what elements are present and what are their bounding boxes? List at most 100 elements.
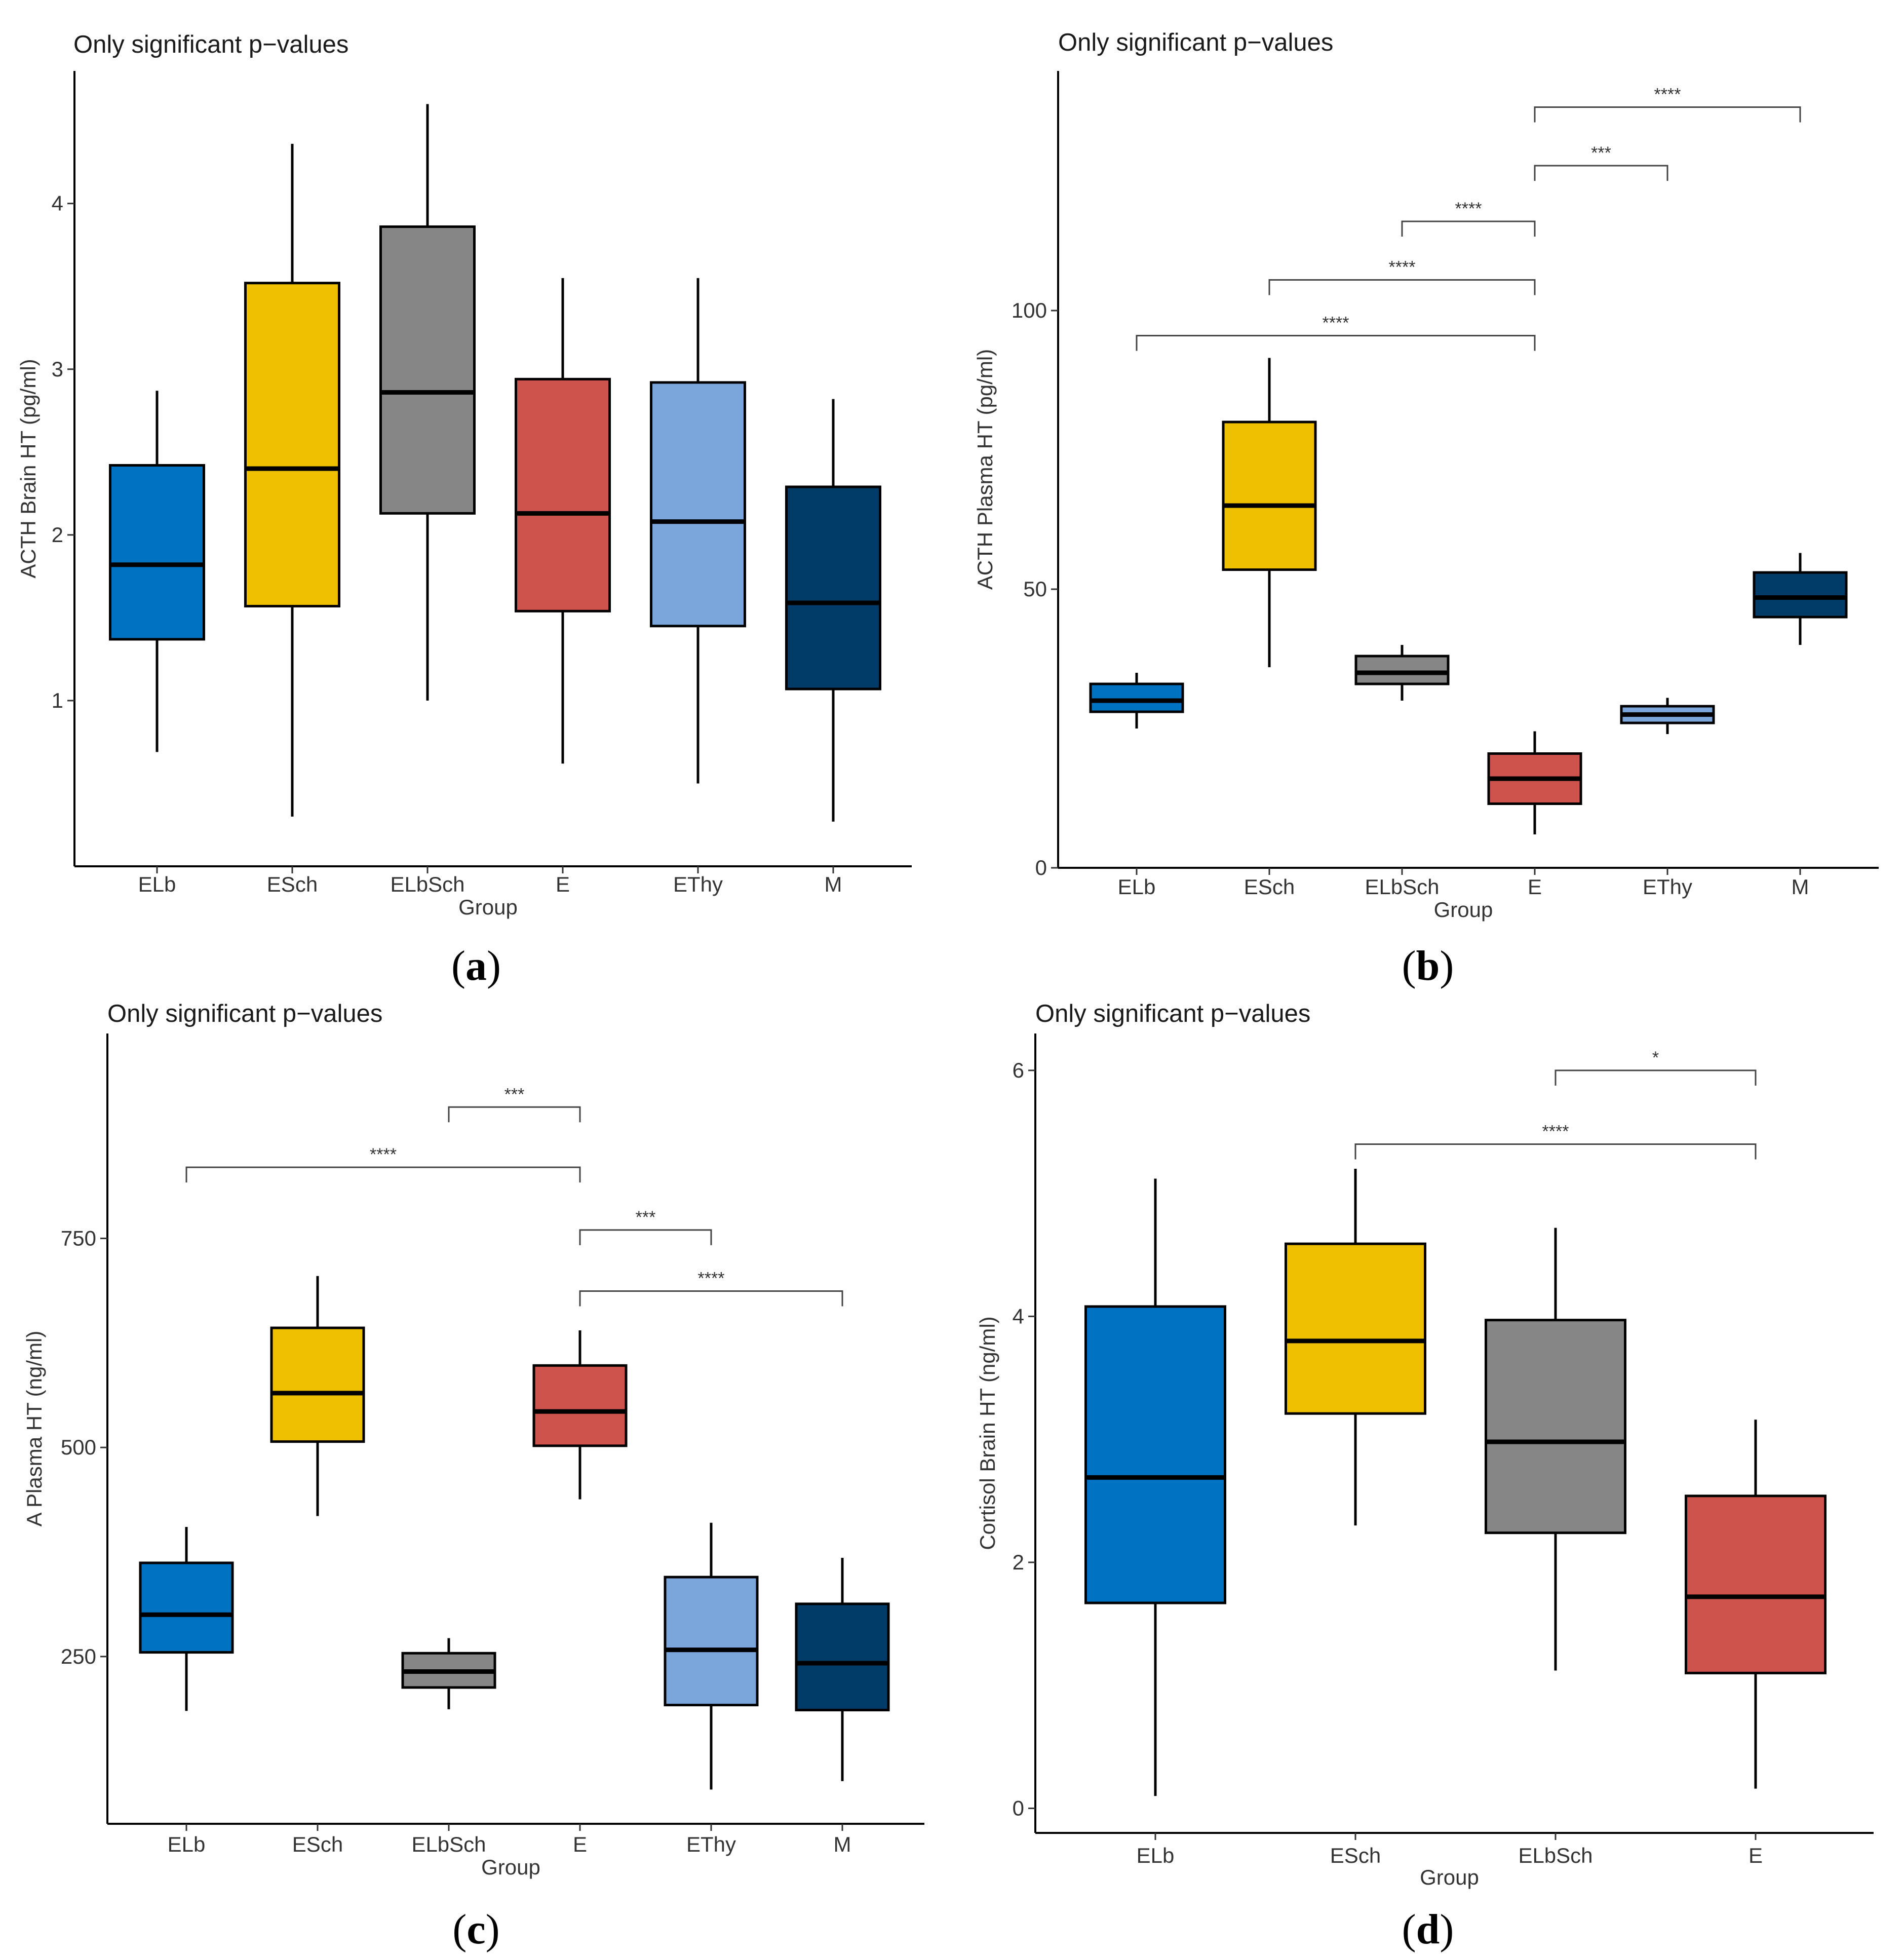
significance-bracket xyxy=(579,1229,712,1245)
significance-label: **** xyxy=(1389,258,1416,277)
box-ELb xyxy=(1089,682,1184,713)
x-tick-label: ELb xyxy=(1118,875,1156,899)
boxplot-b: Only significant p−values 0 50 100 ACTH Plas… xyxy=(973,29,1879,922)
y-axis-label: ACTH Brain HT (pg/ml) xyxy=(16,359,40,578)
y-tick-label: 0 xyxy=(1013,1796,1024,1820)
boxplot-c: Only significant p−values 250 500 750 A Plas… xyxy=(22,1000,924,1879)
y-tick-label: 2 xyxy=(1013,1550,1024,1574)
significance-label: *** xyxy=(636,1208,656,1227)
y-axis-label: ACTH Plasma HT (pg/ml) xyxy=(973,349,997,590)
significance-bracket xyxy=(1136,335,1536,351)
x-axis-label: Group xyxy=(1420,1865,1479,1889)
x-tick-label: ELbSch xyxy=(390,872,464,896)
x-tick-label: E xyxy=(573,1832,587,1856)
box-ESch xyxy=(1285,1242,1426,1415)
caption-c: (c) xyxy=(452,1906,500,1953)
significance-label: **** xyxy=(1542,1122,1569,1141)
x-tick-label: ELbSch xyxy=(411,1832,486,1856)
significance-bracket xyxy=(1268,279,1536,295)
significance-label: **** xyxy=(1455,199,1482,218)
box-EThy xyxy=(650,381,746,628)
significance-label: *** xyxy=(1591,143,1611,163)
y-tick-label: 100 xyxy=(1012,298,1047,322)
significance-bracket xyxy=(1401,220,1536,237)
y-tick-label: 4 xyxy=(1013,1304,1024,1328)
box-M xyxy=(1753,571,1848,619)
x-tick-label: EThy xyxy=(686,1832,736,1856)
x-tick-label: EThy xyxy=(1643,875,1692,899)
x-tick-label: ESch xyxy=(267,872,318,896)
box-ELb xyxy=(109,464,205,641)
y-tick-label: 500 xyxy=(61,1435,96,1459)
significance-bracket xyxy=(1354,1143,1757,1160)
x-tick-label: ELbSch xyxy=(1365,875,1439,899)
box-ELbSch xyxy=(379,225,476,515)
x-tick-label: ESch xyxy=(1330,1844,1381,1867)
significance-label: **** xyxy=(1323,314,1349,333)
box-ESch xyxy=(244,282,340,607)
x-tick-label: EThy xyxy=(673,872,723,896)
box-ESch xyxy=(1222,420,1317,571)
y-axis-label: Cortisol Brain HT (ng/ml) xyxy=(976,1316,999,1550)
box-E xyxy=(515,377,611,612)
box-ELb xyxy=(1084,1305,1226,1604)
caption-a: (a) xyxy=(451,942,501,989)
chart-title: Only significant p−values xyxy=(1035,1000,1310,1027)
y-tick-label: 1 xyxy=(52,688,63,712)
chart-title: Only significant p−values xyxy=(73,31,348,58)
significance-bracket xyxy=(1534,165,1668,181)
x-tick-label: ESch xyxy=(292,1832,343,1856)
y-tick-label: 3 xyxy=(52,357,63,381)
x-tick-label: M xyxy=(1792,875,1809,899)
x-tick-label: ELb xyxy=(138,872,176,896)
panel-a: Only significant p−values 1 2 3 4 ACTH Brain … xyxy=(0,0,952,989)
x-tick-label: ELb xyxy=(168,1832,206,1856)
x-axis-label: Group xyxy=(458,895,518,919)
y-tick-label: 750 xyxy=(61,1226,96,1250)
significance-bracket xyxy=(185,1166,581,1183)
caption-d: (d) xyxy=(1402,1906,1454,1953)
box-ELbSch xyxy=(1354,655,1450,685)
y-tick-label: 6 xyxy=(1013,1058,1024,1082)
x-tick-label: ELb xyxy=(1137,1844,1175,1867)
box-ELb xyxy=(139,1561,234,1654)
x-tick-label: ELbSch xyxy=(1518,1844,1592,1867)
significance-label: *** xyxy=(504,1085,525,1104)
x-tick-label: E xyxy=(1528,875,1542,899)
y-tick-label: 250 xyxy=(61,1644,96,1668)
significance-label: **** xyxy=(698,1269,725,1288)
y-tick-label: 0 xyxy=(1035,856,1047,879)
significance-bracket xyxy=(579,1290,843,1307)
significance-bracket xyxy=(1555,1069,1757,1086)
box-E xyxy=(1685,1495,1827,1674)
box-M xyxy=(795,1602,890,1711)
x-axis-label: Group xyxy=(481,1855,540,1879)
chart-title: Only significant p−values xyxy=(107,1000,382,1027)
significance-label: **** xyxy=(370,1145,397,1164)
y-axis-label: A Plasma HT (ng/ml) xyxy=(22,1331,46,1527)
y-tick-label: 50 xyxy=(1023,577,1047,601)
y-tick-label: 2 xyxy=(52,523,63,547)
box-E xyxy=(532,1364,628,1447)
y-tick-label: 4 xyxy=(52,191,63,215)
boxplot-a: Only significant p−values 1 2 3 4 ACTH Brain … xyxy=(16,31,912,919)
x-tick-label: E xyxy=(1748,1844,1763,1867)
chart-title: Only significant p−values xyxy=(1058,29,1333,56)
significance-label: **** xyxy=(1654,85,1681,104)
panel-d: Only significant p−values 0 2 4 6 Cortisol Br… xyxy=(952,978,1904,1954)
box-ELbSch xyxy=(1485,1319,1626,1535)
box-ESch xyxy=(270,1326,365,1443)
box-M xyxy=(785,485,881,691)
panel-b: Only significant p−values 0 50 100 ACTH Plas… xyxy=(952,0,1904,989)
panel-c: Only significant p−values 250 500 750 A Plas… xyxy=(0,978,952,1954)
x-tick-label: ESch xyxy=(1244,875,1295,899)
boxplot-d: Only significant p−values 0 2 4 6 Cortisol Br… xyxy=(976,1000,1874,1889)
significance-bracket xyxy=(1534,106,1801,123)
x-tick-label: M xyxy=(825,872,842,896)
caption-b: (b) xyxy=(1402,942,1454,989)
significance-bracket xyxy=(448,1106,581,1123)
x-axis-label: Group xyxy=(1434,898,1493,922)
significance-label: * xyxy=(1652,1048,1659,1067)
box-EThy xyxy=(664,1576,759,1707)
